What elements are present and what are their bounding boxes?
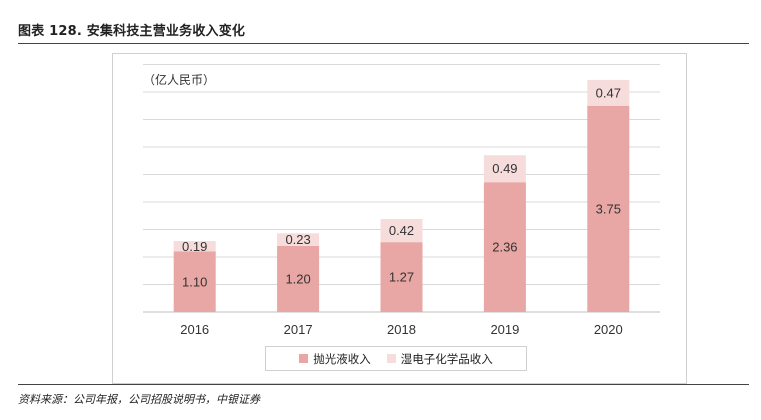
data-label-polishing-2017: 1.20 [285, 272, 310, 287]
x-tick-2020: 2020 [594, 322, 623, 337]
data-label-polishing-2019: 2.36 [492, 240, 517, 255]
bar-wet-chem-2018 [380, 219, 423, 243]
bottom-rule [18, 384, 749, 385]
x-tick-2017: 2017 [284, 322, 313, 337]
legend-label-wet-chem: 湿电子化学品收入 [400, 351, 493, 366]
data-label-wet-chem-2016: 0.19 [182, 239, 207, 254]
x-tick-labels: 2016 2017 2018 2019 2020 [180, 322, 623, 337]
legend-item-wet-chem: 湿电子化学品收入 [386, 351, 493, 367]
x-tick-2019: 2019 [490, 322, 519, 337]
data-label-wet-chem-2017: 0.23 [285, 232, 310, 247]
unit-label: （亿人民币） [143, 72, 215, 87]
chart-frame [112, 53, 687, 384]
bar-wet-chem-2016 [173, 241, 216, 252]
data-labels: 1.10 0.19 1.20 0.23 1.27 0.42 2.36 0.49 3.75 0.47 [182, 85, 621, 289]
x-tick-2018: 2018 [387, 322, 416, 337]
bars [173, 79, 630, 312]
data-label-polishing-2020: 3.75 [596, 201, 621, 216]
legend-label-polishing: 抛光液收入 [313, 351, 371, 366]
source-note: 资料来源：公司年报，公司招股说明书，中银证券 [18, 393, 260, 406]
top-rule [18, 43, 749, 44]
data-label-wet-chem-2019: 0.49 [492, 161, 517, 176]
x-tick-2016: 2016 [180, 322, 209, 337]
bar-polishing-2020 [587, 105, 630, 312]
gridlines [143, 64, 660, 313]
figure-title: 图表 128. 安集科技主营业务收入变化 [18, 24, 246, 39]
bar-polishing-2018 [380, 242, 423, 312]
bar-wet-chem-2019 [483, 155, 526, 183]
bar-polishing-2017 [277, 246, 320, 312]
bar-wet-chem-2020 [587, 79, 630, 106]
legend-item-polishing: 抛光液收入 [299, 351, 371, 367]
bar-wet-chem-2017 [277, 233, 320, 246]
data-label-polishing-2018: 1.27 [389, 270, 414, 285]
legend-swatch-polishing [299, 354, 309, 363]
bar-polishing-2019 [483, 182, 526, 312]
data-label-wet-chem-2020: 0.47 [596, 85, 621, 100]
legend-swatch-wet-chem [386, 354, 396, 363]
data-label-wet-chem-2018: 0.42 [389, 223, 414, 238]
data-label-polishing-2016: 1.10 [182, 274, 207, 289]
bar-polishing-2016 [173, 251, 216, 312]
legend: 抛光液收入 湿电子化学品收入 [265, 346, 527, 371]
